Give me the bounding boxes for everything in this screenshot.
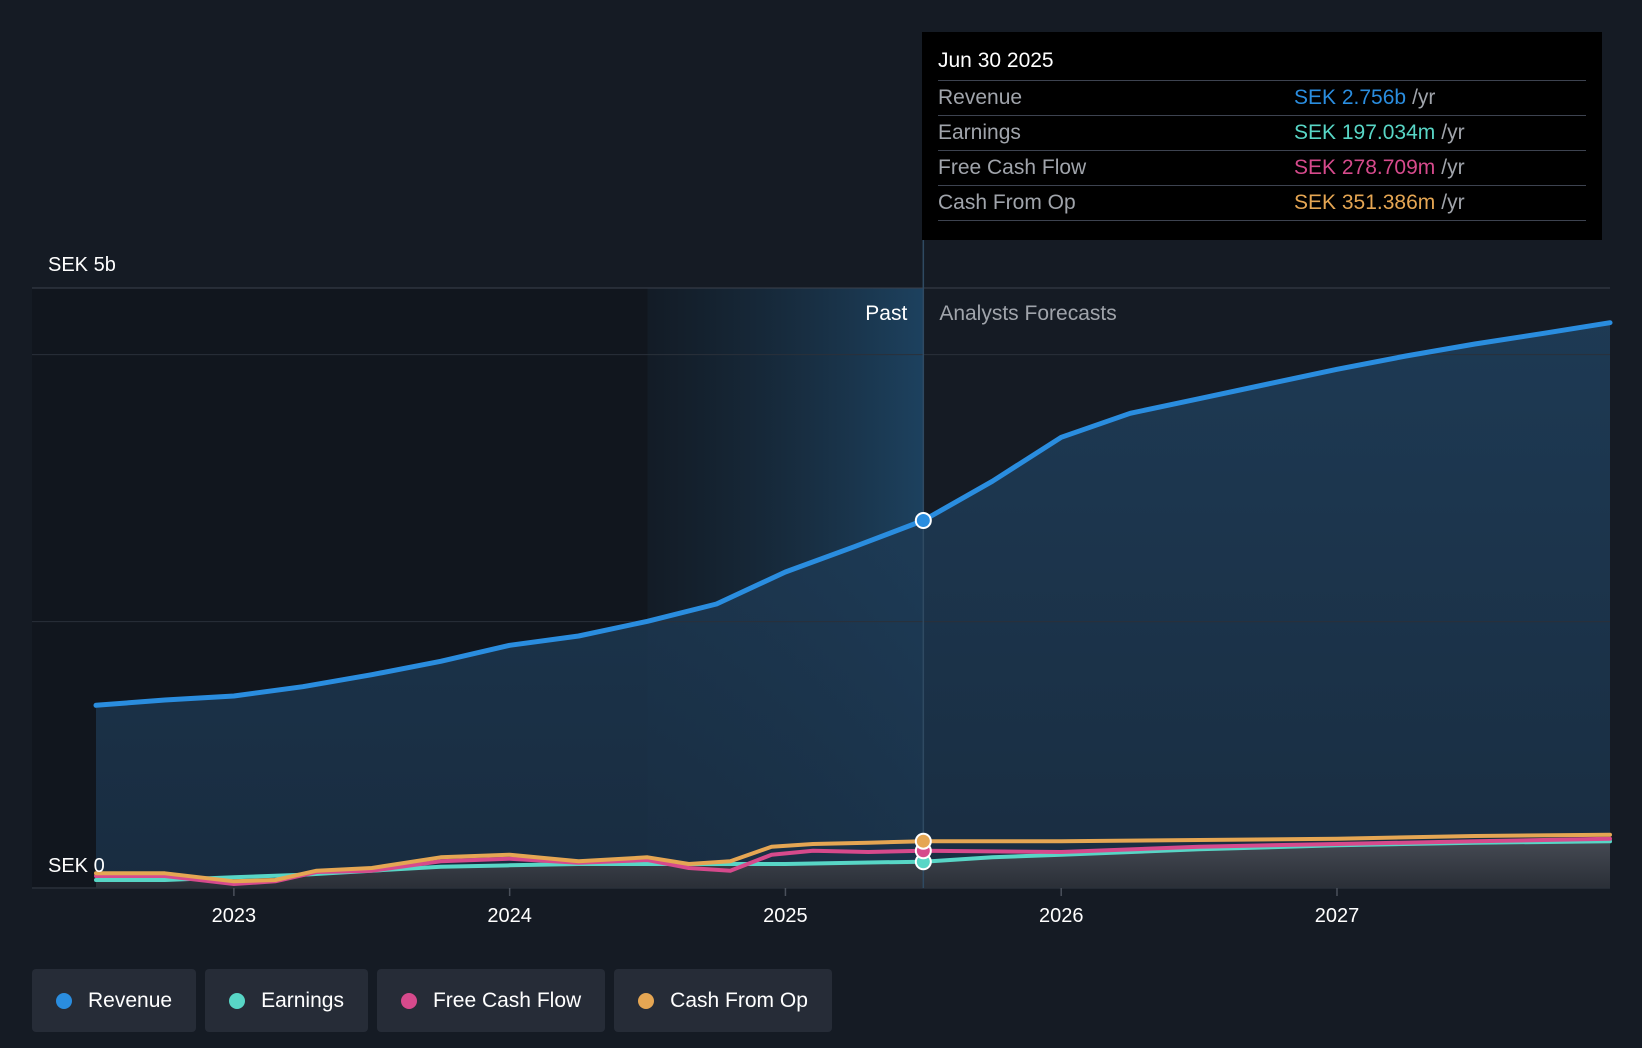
y-axis-top-label: SEK 5b <box>48 254 116 276</box>
tooltip-value: SEK 351.386m <box>1294 191 1436 214</box>
x-axis-tick-label: 2023 <box>212 905 257 927</box>
tooltip-row-cash-from-op: Cash From Op SEK 351.386m /yr <box>938 186 1586 221</box>
tooltip-date: Jun 30 2025 <box>938 46 1586 81</box>
cash-from-op-highlight-point <box>914 832 932 850</box>
tooltip-label: Revenue <box>938 86 1023 109</box>
tooltip-value: SEK 2.756b <box>1294 86 1407 109</box>
tooltip-row-free-cash-flow: Free Cash Flow SEK 278.709m /yr <box>938 151 1586 186</box>
tooltip-value: SEK 278.709m <box>1294 156 1436 179</box>
tooltip-label: Cash From Op <box>938 191 1076 214</box>
x-axis-tick-label: 2024 <box>487 905 532 927</box>
x-axis-tick-label: 2027 <box>1315 905 1360 927</box>
legend-item-earnings[interactable]: Earnings <box>205 969 368 1032</box>
legend-item-revenue[interactable]: Revenue <box>32 969 197 1032</box>
legend-label: Free Cash Flow <box>432 988 582 1012</box>
legend-label: Earnings <box>261 988 344 1012</box>
legend-item-cash-from-op[interactable]: Cash From Op <box>614 969 832 1032</box>
cash-from-op-line <box>94 832 1612 884</box>
legend-label: Revenue <box>88 988 173 1012</box>
tooltip-panel: Jun 30 2025 Revenue SEK 2.756b /yr Earni… <box>922 32 1602 240</box>
earnings-dot-icon <box>229 992 246 1009</box>
tooltip-label: Free Cash Flow <box>938 156 1087 179</box>
x-axis-tick-label: 2025 <box>763 905 808 927</box>
revenue-highlight-point <box>914 512 932 530</box>
tooltip-unit: /yr <box>1412 86 1436 109</box>
tooltip-unit: /yr <box>1441 156 1465 179</box>
legend-label: Cash From Op <box>670 988 808 1012</box>
x-axis-tick-label: 2026 <box>1039 905 1084 927</box>
tooltip-unit: /yr <box>1441 121 1465 144</box>
free-cash-flow-dot-icon <box>400 992 417 1009</box>
tooltip-row-earnings: Earnings SEK 197.034m /yr <box>938 116 1586 151</box>
revenue-area <box>96 322 1610 888</box>
tooltip-unit: /yr <box>1441 191 1465 214</box>
tooltip-label: Earnings <box>938 121 1021 144</box>
revenue-dot-icon <box>56 992 72 1009</box>
chart-legend: Revenue Earnings Free Cash Flow Cash Fro… <box>32 969 832 1032</box>
y-axis-bottom-label: SEK 0 <box>48 855 105 877</box>
legend-item-free-cash-flow[interactable]: Free Cash Flow <box>376 969 606 1032</box>
cash-from-op-dot-icon <box>638 992 655 1009</box>
tooltip-row-revenue: Revenue SEK 2.756b /yr <box>938 81 1586 116</box>
forecast-label: Analysts Forecasts <box>939 302 1116 325</box>
past-label: Past <box>865 302 907 325</box>
tooltip-value: SEK 197.034m <box>1294 121 1436 144</box>
revenue-line <box>93 320 1613 708</box>
